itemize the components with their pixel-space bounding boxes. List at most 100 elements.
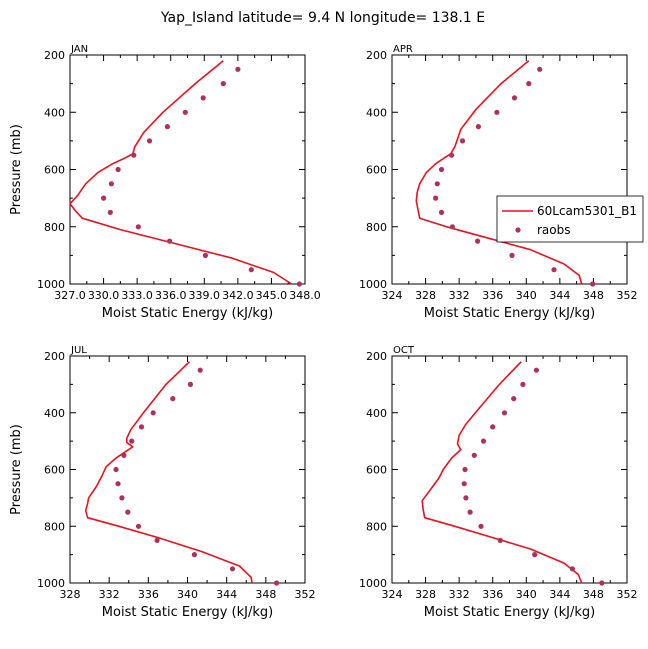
x-tick-label: 332 — [449, 289, 470, 302]
x-axis-label: Moist Static Energy (kJ/kg) — [424, 306, 595, 321]
x-tick-label: 332 — [449, 588, 470, 601]
x-axis-label: Moist Static Energy (kJ/kg) — [424, 605, 595, 620]
y-tick-label: 800 — [366, 520, 387, 533]
raobs-point — [494, 109, 500, 115]
x-tick-label: 340 — [516, 289, 537, 302]
raobs-point — [131, 152, 137, 158]
x-tick-label: 324 — [382, 588, 403, 601]
y-tick-label: 200 — [366, 49, 387, 62]
raobs-point — [150, 410, 156, 416]
raobs-point — [467, 509, 473, 515]
raobs-point — [115, 481, 121, 487]
raobs-point — [533, 367, 540, 373]
raobs-point — [462, 466, 468, 473]
x-tick-label: 352 — [295, 588, 316, 601]
y-tick-label: 600 — [366, 464, 387, 477]
x-tick-label: 339.0 — [189, 289, 221, 302]
raobs-point — [108, 181, 114, 187]
x-tick-label: 348 — [583, 588, 604, 601]
x-tick-label: 344 — [216, 588, 237, 601]
y-tick-label: 400 — [366, 106, 387, 119]
raobs-point — [461, 481, 467, 487]
raobs-point — [164, 124, 170, 130]
x-tick-label: 328 — [415, 289, 436, 302]
x-tick-label: 340 — [177, 588, 198, 601]
plot-frame — [69, 54, 306, 285]
raobs-point — [478, 523, 484, 529]
chart-panel-oct: OCT 324 328 332 336 340 344 348 352 200 400 600 800 1… — [359, 345, 638, 620]
raobs-point — [202, 252, 208, 258]
x-tick-label: 336 — [138, 588, 159, 601]
raobs-point — [191, 552, 197, 558]
y-tick-label: 200 — [366, 350, 387, 363]
x-tick-label: 336.0 — [155, 289, 187, 302]
legend-entry-raobs: raobs — [537, 223, 571, 237]
raobs-point — [138, 424, 145, 430]
x-tick-label: 352 — [617, 289, 638, 302]
raobs-point — [200, 95, 206, 101]
raobs-point — [471, 452, 477, 458]
raobs-point — [220, 81, 226, 87]
y-tick-label: 1000 — [359, 577, 387, 590]
x-tick-label: 345.0 — [256, 289, 288, 302]
series-line-60lcam5301-b1 — [415, 60, 583, 285]
legend-box — [496, 195, 644, 243]
y-tick-label: 1000 — [37, 577, 65, 590]
raobs-point — [125, 509, 131, 515]
x-tick-label: 340 — [516, 588, 537, 601]
raobs-point — [511, 95, 518, 101]
panel-label: APR — [393, 44, 413, 55]
raobs-point — [135, 523, 142, 529]
x-tick-label: 333.0 — [121, 289, 153, 302]
panel-label: JUL — [70, 345, 87, 356]
raobs-point — [167, 238, 173, 244]
raobs-point — [463, 495, 469, 501]
y-tick-label: 1000 — [359, 278, 387, 291]
raobs-point — [235, 66, 241, 72]
raobs-point — [438, 166, 445, 173]
y-tick-label: 800 — [44, 221, 65, 234]
raobs-point — [146, 138, 153, 144]
y-tick-label: 800 — [366, 221, 387, 234]
y-axis-label: Pressure (mb) — [9, 124, 24, 215]
legend-marker-swatch — [515, 227, 521, 233]
raobs-point — [509, 252, 515, 258]
raobs-point — [119, 495, 125, 501]
raobs-point — [480, 438, 487, 444]
chart-panel-apr: APR 324 328 332 336 340 344 348 352 200 400 600 800 1… — [359, 44, 638, 321]
raobs-point — [115, 166, 121, 173]
series-line-60lcam5301-b1 — [421, 361, 583, 584]
chart-panel-jul: JUL 328 332 336 340 344 348 352 200 400 600 800 1000… — [9, 345, 316, 620]
x-tick-label: 348 — [255, 588, 276, 601]
x-tick-label: 348 — [583, 289, 604, 302]
x-tick-label: 332 — [99, 588, 120, 601]
raobs-point — [121, 452, 127, 458]
series-line-60lcam5301-b1 — [69, 60, 293, 285]
y-tick-label: 200 — [44, 350, 65, 363]
raobs-point — [154, 537, 160, 544]
panel-label: OCT — [393, 345, 415, 356]
x-tick-label: 342.0 — [222, 289, 254, 302]
y-tick-label: 400 — [366, 407, 387, 420]
plot-frame — [391, 54, 628, 285]
legend-entry-model: 60Lcam5301_B1 — [537, 204, 637, 218]
raobs-point — [511, 396, 517, 402]
raobs-point — [101, 195, 107, 201]
series-line-60lcam5301-b1 — [84, 361, 253, 584]
raobs-point — [497, 537, 503, 544]
plot-frame — [391, 355, 628, 584]
x-tick-label: 327.0 — [54, 289, 86, 302]
y-tick-label: 200 — [44, 49, 65, 62]
raobs-point — [551, 267, 557, 273]
x-tick-label: 336 — [482, 588, 503, 601]
raobs-point — [248, 267, 254, 273]
x-tick-label: 328 — [415, 588, 436, 601]
raobs-point — [599, 580, 605, 586]
raobs-point — [537, 66, 543, 72]
x-tick-label: 330.0 — [88, 289, 120, 302]
figure-title: Yap_Island latitude= 9.4 N longitude= 13… — [160, 10, 485, 26]
y-tick-label: 600 — [366, 164, 387, 177]
raobs-point — [459, 138, 466, 144]
